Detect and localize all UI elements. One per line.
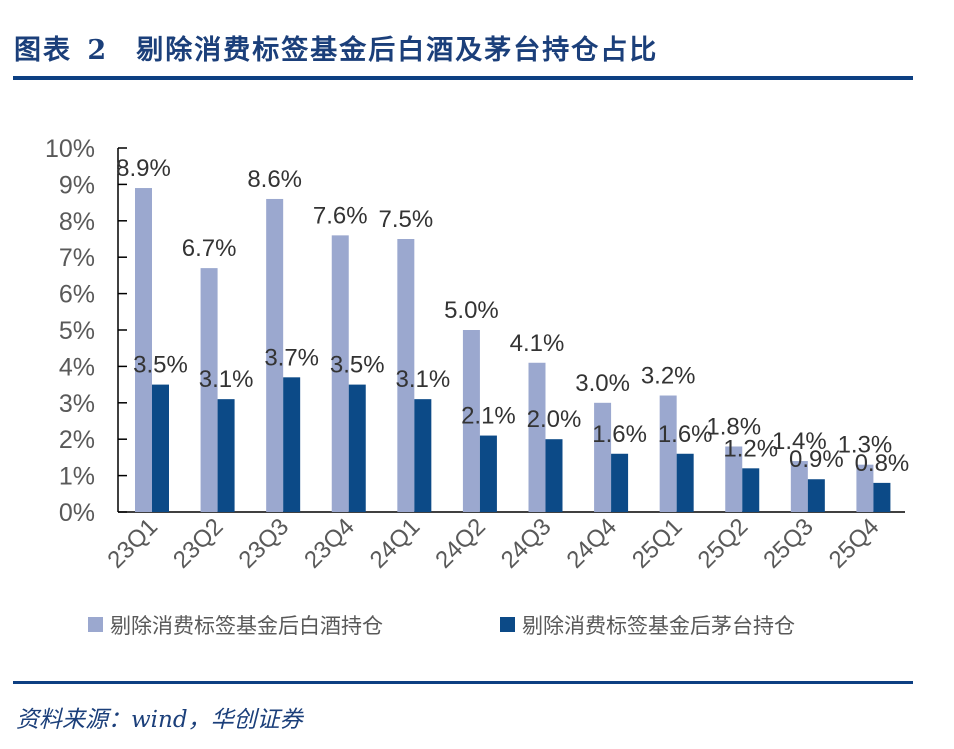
liquor-bar (331, 235, 349, 513)
x-tick-label: 23Q2 (168, 513, 229, 574)
liquor-bar (462, 330, 480, 512)
moutai-bar (348, 384, 366, 512)
moutai-data-label: 2.1% (461, 403, 516, 430)
moutai-data-label: 3.5% (133, 352, 188, 379)
y-tick-label: 4% (59, 353, 95, 381)
title-rule (13, 76, 913, 80)
y-tick-label: 1% (59, 463, 95, 491)
x-tick-label: 25Q3 (758, 513, 819, 574)
moutai-bar (807, 479, 825, 512)
x-tick-label: 23Q4 (299, 513, 360, 574)
legend-swatch (88, 617, 103, 632)
liquor-bar (200, 268, 218, 512)
x-tick-label: 25Q4 (824, 513, 885, 574)
x-tick-label: 25Q2 (693, 513, 754, 574)
liquor-bar (790, 461, 808, 512)
y-tick-label: 9% (59, 171, 95, 199)
liquor-bar (856, 464, 874, 512)
moutai-bar (479, 435, 497, 512)
y-tick-label: 2% (59, 426, 95, 454)
figure-title: 图表 2 剔除消费标签基金后白酒及茅台持仓占比 (14, 28, 658, 67)
liquor-data-label: 3.2% (641, 363, 696, 390)
moutai-data-label: 2.0% (527, 406, 582, 433)
source-rule (13, 681, 913, 684)
moutai-data-label: 1.6% (592, 421, 647, 448)
liquor-data-label: 8.9% (116, 155, 171, 182)
moutai-bar (742, 468, 760, 512)
moutai-bar (873, 482, 891, 512)
x-tick-label: 23Q1 (102, 513, 163, 574)
figure-label: 图表 (14, 35, 72, 66)
moutai-data-label: 3.7% (264, 344, 319, 371)
liquor-data-label: 6.7% (182, 235, 237, 262)
y-tick-label: 8% (59, 208, 95, 236)
liquor-bar (266, 198, 284, 512)
x-tick-label: 23Q3 (234, 513, 295, 574)
moutai-bar (545, 439, 563, 512)
liquor-data-label: 1.3% (838, 432, 893, 459)
x-tick-label: 24Q4 (562, 513, 623, 574)
moutai-data-label: 1.2% (723, 435, 778, 462)
y-tick-label: 7% (59, 244, 95, 272)
liquor-bar (659, 395, 677, 512)
x-tick-label: 24Q2 (430, 513, 491, 574)
moutai-data-label: 3.1% (395, 366, 450, 393)
moutai-data-label: 3.5% (330, 352, 385, 379)
moutai-data-label: 3.1% (199, 366, 254, 393)
liquor-bar (397, 239, 415, 512)
x-tick-label: 25Q1 (627, 513, 688, 574)
source-note: 资料来源：wind，华创证券 (16, 707, 303, 733)
liquor-data-label: 3.0% (575, 370, 630, 397)
y-tick-label: 10% (45, 135, 95, 163)
figure-title-text: 剔除消费标签基金后白酒及茅台持仓占比 (136, 35, 659, 66)
liquor-bar (528, 362, 546, 512)
y-tick-label: 0% (59, 499, 95, 527)
liquor-data-label: 1.8% (706, 413, 761, 440)
moutai-data-label: 1.6% (658, 421, 713, 448)
y-tick-label: 5% (59, 317, 95, 345)
liquor-data-label: 1.4% (772, 428, 827, 455)
moutai-bar (414, 399, 432, 512)
moutai-data-label: 0.8% (855, 450, 910, 477)
moutai-bar (676, 453, 694, 512)
y-tick-label: 3% (59, 390, 95, 418)
moutai-bar (283, 377, 301, 512)
legend-label: 剔除消费标签基金后茅台持仓 (522, 615, 795, 638)
moutai-data-label: 0.9% (789, 446, 844, 473)
x-tick-label: 24Q3 (496, 513, 557, 574)
liquor-data-label: 7.6% (313, 202, 368, 229)
y-tick-label: 6% (59, 281, 95, 309)
figure-number: 2 (87, 35, 109, 66)
liquor-bar (135, 188, 152, 513)
liquor-data-label: 8.6% (247, 166, 302, 193)
liquor-bar (594, 402, 612, 512)
legend-label: 剔除消费标签基金后白酒持仓 (110, 615, 383, 638)
moutai-bar (217, 399, 235, 512)
liquor-data-label: 5.0% (444, 297, 499, 324)
liquor-data-label: 7.5% (378, 206, 433, 233)
moutai-bar (152, 384, 169, 512)
moutai-bar (611, 453, 629, 512)
liquor-bar (725, 446, 743, 512)
liquor-data-label: 4.1% (510, 330, 565, 357)
legend-swatch (500, 617, 515, 632)
x-tick-label: 24Q1 (365, 513, 426, 574)
